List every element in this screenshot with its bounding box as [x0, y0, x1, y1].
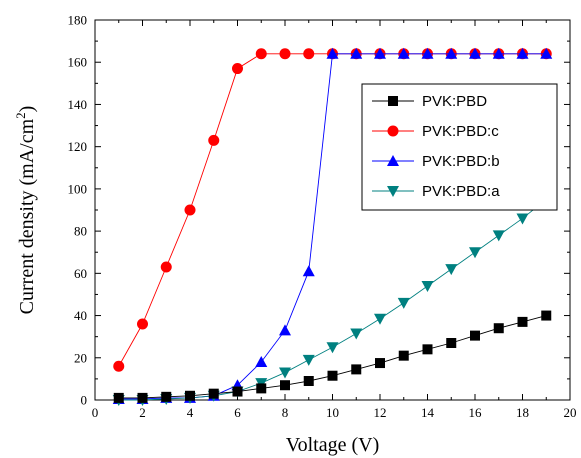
data-point	[422, 344, 433, 355]
legend-marker	[387, 186, 399, 197]
data-point	[326, 342, 339, 354]
data-point	[445, 47, 458, 59]
data-point	[137, 392, 148, 403]
x-tick-label: 20	[564, 405, 577, 420]
y-axis-title-main: Current density (mA/cm	[16, 118, 38, 314]
y-tick-label: 40	[74, 308, 87, 323]
y-tick-label: 80	[74, 224, 87, 239]
y-tick-label: 160	[68, 55, 88, 70]
legend-entry: PVK:PBD:a	[372, 183, 500, 200]
data-point	[303, 48, 315, 60]
x-tick-label: 6	[234, 405, 241, 420]
data-point	[469, 47, 481, 59]
data-point	[446, 338, 457, 348]
data-point	[255, 356, 268, 367]
data-point	[374, 313, 386, 325]
data-point	[470, 330, 480, 341]
data-point	[279, 367, 291, 379]
data-point	[374, 47, 386, 59]
data-point	[137, 318, 148, 330]
y-tick-label: 100	[68, 181, 88, 196]
legend-marker	[387, 125, 399, 137]
data-point	[326, 47, 339, 59]
legend-label: PVK:PBD:a	[422, 183, 500, 200]
series-pvk-pbd	[113, 310, 552, 403]
x-tick-label: 10	[326, 405, 339, 420]
data-point	[255, 48, 267, 60]
data-point	[421, 47, 434, 59]
data-point	[161, 391, 172, 402]
y-tick-label: 180	[68, 13, 88, 28]
legend-marker	[387, 155, 399, 166]
data-point	[469, 247, 481, 259]
legend-entry: PVK:PBD:c	[372, 123, 499, 140]
data-point	[351, 364, 362, 375]
x-axis-ticks: 0 2 4 6 8 10 12 14 16 18 20	[92, 20, 577, 420]
series-layer	[112, 47, 553, 406]
data-point	[421, 281, 434, 292]
data-point	[398, 350, 409, 361]
legend-entry: PVK:PBD	[372, 93, 487, 110]
data-point	[492, 230, 505, 242]
y-tick-label: 20	[74, 350, 87, 365]
data-point	[208, 388, 219, 399]
x-tick-label: 14	[421, 405, 435, 420]
data-point	[279, 48, 291, 60]
series-line	[118, 199, 547, 401]
x-tick-label: 2	[139, 405, 146, 420]
y-axis-title-close: )	[16, 106, 38, 113]
data-point	[493, 323, 504, 334]
x-tick-label: 16	[469, 405, 483, 420]
data-point	[375, 358, 385, 369]
data-point	[185, 390, 195, 401]
y-axis-ticks: 0 20 40 60 80 100 120 140 160 180	[68, 13, 570, 408]
data-point	[397, 297, 410, 309]
y-tick-label: 60	[74, 266, 87, 281]
data-point	[445, 264, 458, 276]
data-point	[256, 383, 267, 394]
x-tick-label: 8	[282, 405, 289, 420]
data-point	[492, 47, 505, 59]
legend-entry: PVK:PBD:b	[372, 153, 500, 170]
y-tick-label: 140	[68, 97, 88, 112]
data-point	[350, 328, 363, 340]
legend-label: PVK:PBD:c	[422, 123, 499, 140]
y-axis-title: Current density (mA/cm2)	[13, 106, 38, 315]
data-point	[302, 354, 315, 366]
x-tick-label: 12	[374, 405, 387, 420]
data-point	[113, 360, 125, 372]
legend-marker	[388, 96, 398, 106]
data-point	[327, 370, 338, 381]
data-point	[232, 63, 243, 75]
legend-label: PVK:PBD	[422, 93, 487, 110]
data-point	[517, 316, 528, 327]
y-axis-title-superscript: 2	[13, 112, 28, 119]
data-point	[113, 392, 124, 403]
data-point	[208, 134, 220, 146]
series-line	[118, 315, 547, 399]
x-tick-label: 18	[516, 405, 529, 420]
legend-label: PVK:PBD:b	[422, 153, 500, 170]
data-point	[516, 47, 529, 59]
y-tick-label: 120	[68, 139, 88, 154]
x-axis-title: Voltage (V)	[286, 434, 380, 456]
data-point	[279, 324, 291, 336]
data-point	[280, 380, 290, 391]
data-point	[302, 265, 315, 277]
data-point	[397, 47, 410, 59]
data-point	[350, 47, 363, 59]
legend: PVK:PBD PVK:PBD:c PVK:PBD:b PVK:PBD:a	[361, 83, 558, 211]
data-point	[540, 47, 553, 59]
y-tick-label: 0	[81, 393, 88, 408]
data-point	[160, 261, 172, 273]
data-point	[184, 204, 196, 216]
x-tick-label: 0	[92, 405, 99, 420]
data-point	[516, 213, 529, 225]
data-point	[303, 376, 314, 386]
data-point	[232, 386, 243, 397]
x-tick-label: 4	[187, 405, 194, 420]
data-point	[541, 310, 552, 321]
